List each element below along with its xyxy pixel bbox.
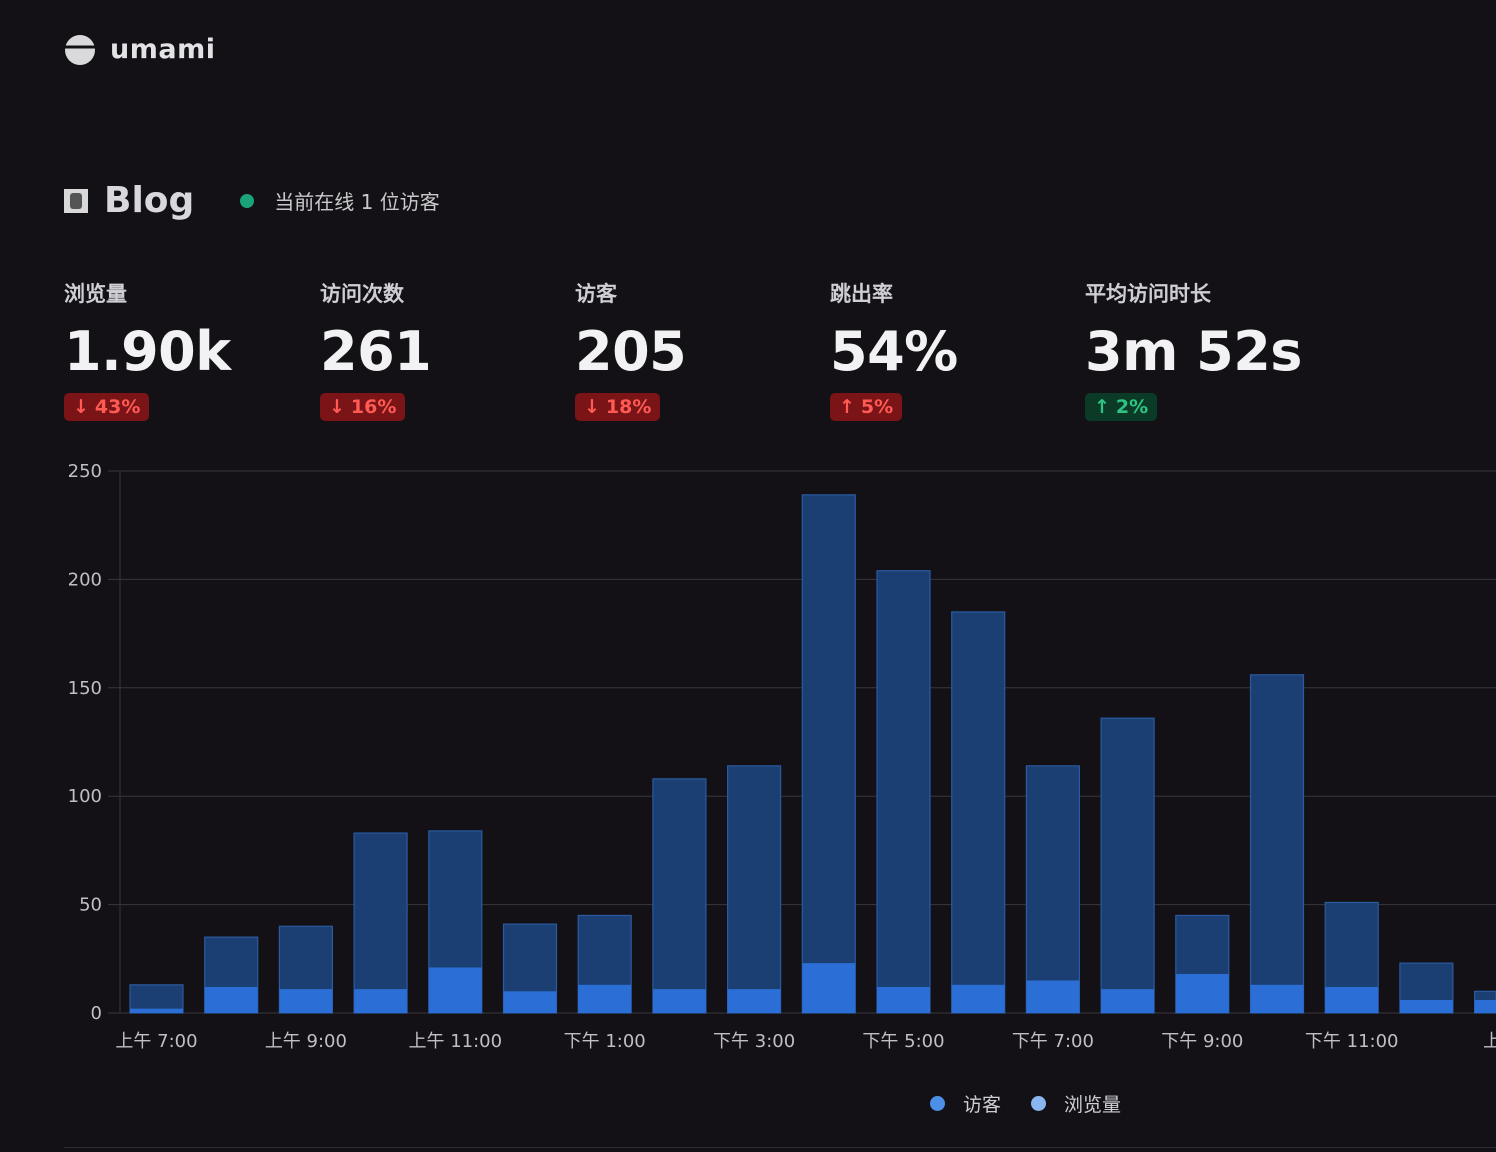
bar-pageviews xyxy=(353,832,408,1014)
change-value: 5% xyxy=(860,395,894,418)
bar-visitors xyxy=(1175,973,1229,1013)
metric-value: 54% xyxy=(830,320,958,383)
site-favicon-icon xyxy=(64,188,88,213)
bar-visitors xyxy=(951,984,1005,1013)
x-tick-label: 下午 1:00 xyxy=(564,1031,646,1052)
arrow-up-icon: ↑ xyxy=(1094,395,1110,418)
bar-pageviews xyxy=(951,611,1006,1014)
y-tick-label: 150 xyxy=(68,678,102,699)
app-name: umami xyxy=(110,34,216,65)
metric-label: 跳出率 xyxy=(830,282,893,306)
bar-visitors xyxy=(802,963,856,1013)
app-logo[interactable]: umami xyxy=(64,34,215,65)
change-value: 43% xyxy=(94,395,141,418)
bar-pageviews xyxy=(1100,717,1155,1014)
bar-visitors xyxy=(877,986,930,1013)
bar-visitors xyxy=(1399,999,1453,1013)
divider xyxy=(64,1147,1496,1148)
bar-visitors xyxy=(130,1008,183,1013)
change-value: 2% xyxy=(1115,395,1149,418)
arrow-down-icon: ↓ xyxy=(73,395,89,418)
legend-dot-icon xyxy=(930,1096,945,1111)
bar-visitors xyxy=(503,991,557,1013)
metric-label: 访问次数 xyxy=(320,282,404,306)
metric-label: 平均访问时长 xyxy=(1085,282,1211,306)
bar-pageviews xyxy=(1025,765,1081,1014)
change-badge: ↓ 43% xyxy=(64,392,150,421)
metric-value: 1.90k xyxy=(64,320,231,383)
online-status: 当前在线 1 位访客 xyxy=(240,186,440,215)
chart-legend: 访客 浏览量 xyxy=(930,1090,1151,1117)
metric-pageviews: 浏览量 1.90k ↓ 43% xyxy=(64,278,231,421)
metric-label: 访客 xyxy=(575,282,617,306)
bar-pageviews xyxy=(652,778,707,1014)
change-badge: ↓ 16% xyxy=(320,392,406,421)
arrow-down-icon: ↓ xyxy=(329,395,345,418)
legend-label: 浏览量 xyxy=(1064,1094,1122,1116)
y-tick-label: 200 xyxy=(68,569,102,590)
x-tick-label: 下午 7:00 xyxy=(1012,1031,1094,1052)
change-badge: ↑ 5% xyxy=(830,392,903,421)
y-tick-label: 100 xyxy=(68,786,102,807)
change-badge: ↓ 18% xyxy=(575,392,661,421)
online-text: 当前在线 1 位访客 xyxy=(274,190,440,214)
change-badge: ↑ 2% xyxy=(1085,392,1158,421)
x-tick-label: 上午 7:00 xyxy=(115,1031,197,1052)
legend-dot-icon xyxy=(1031,1096,1047,1111)
x-tick-label: 上午 9:00 xyxy=(265,1031,347,1052)
site-title: Blog xyxy=(104,180,195,221)
metric-value: 205 xyxy=(575,320,687,383)
metric-avg-duration: 平均访问时长 3m 52s ↑ 2% xyxy=(1085,278,1302,421)
x-tick-label: 上午 11:00 xyxy=(408,1031,502,1052)
y-tick-label: 0 xyxy=(91,1003,102,1024)
bar-visitors xyxy=(1325,986,1379,1013)
change-value: 16% xyxy=(350,395,397,418)
x-tick-label: 下午 5:00 xyxy=(862,1031,944,1052)
legend-item-views[interactable]: 浏览量 xyxy=(1031,1090,1121,1117)
bar-pageviews xyxy=(726,765,782,1014)
y-tick-label: 250 xyxy=(68,461,102,482)
bar-visitors xyxy=(1474,999,1496,1013)
bar-visitors xyxy=(204,986,258,1013)
bar-visitors xyxy=(354,989,408,1013)
metric-visitors: 访客 205 ↓ 18% xyxy=(575,278,687,421)
legend-label: 访客 xyxy=(963,1094,1002,1116)
x-tick-label: 下午 9:00 xyxy=(1161,1031,1243,1052)
bar-pageviews xyxy=(1249,674,1305,1014)
bar-visitors xyxy=(652,989,706,1013)
bar-visitors xyxy=(727,989,781,1013)
umami-logo-icon xyxy=(65,34,95,65)
metric-label: 浏览量 xyxy=(64,282,127,306)
metric-bounce-rate: 跳出率 54% ↑ 5% xyxy=(830,278,958,421)
legend-item-visitors[interactable]: 访客 xyxy=(930,1090,1001,1117)
bar-visitors xyxy=(279,989,333,1013)
x-tick-label: 上午 xyxy=(1483,1031,1496,1052)
bar-visitors xyxy=(1250,984,1304,1013)
x-tick-label: 下午 3:00 xyxy=(713,1031,795,1052)
change-value: 18% xyxy=(605,395,652,418)
online-dot-icon xyxy=(240,193,255,208)
traffic-bar-chart: 0 50 100 150 200 250 上午 7:00 上午 9:00 上午 11:00 下午 … xyxy=(68,461,1496,1052)
bar-visitors xyxy=(578,984,632,1013)
arrow-down-icon: ↓ xyxy=(584,395,600,418)
site-header: Blog 当前在线 1 位访客 xyxy=(64,180,440,221)
y-tick-label: 50 xyxy=(79,895,102,916)
bar-visitors xyxy=(428,967,482,1013)
x-tick-label: 下午 11:00 xyxy=(1305,1031,1399,1052)
bar-visitors xyxy=(1026,980,1080,1013)
arrow-up-icon: ↑ xyxy=(839,395,855,418)
metric-visits: 访问次数 261 ↓ 16% xyxy=(320,278,432,421)
bar-pageviews xyxy=(801,494,856,1014)
metric-value: 3m 52s xyxy=(1085,320,1302,383)
bar-visitors xyxy=(1101,989,1155,1013)
metric-value: 261 xyxy=(320,320,432,383)
bar-pageviews xyxy=(876,570,931,1014)
